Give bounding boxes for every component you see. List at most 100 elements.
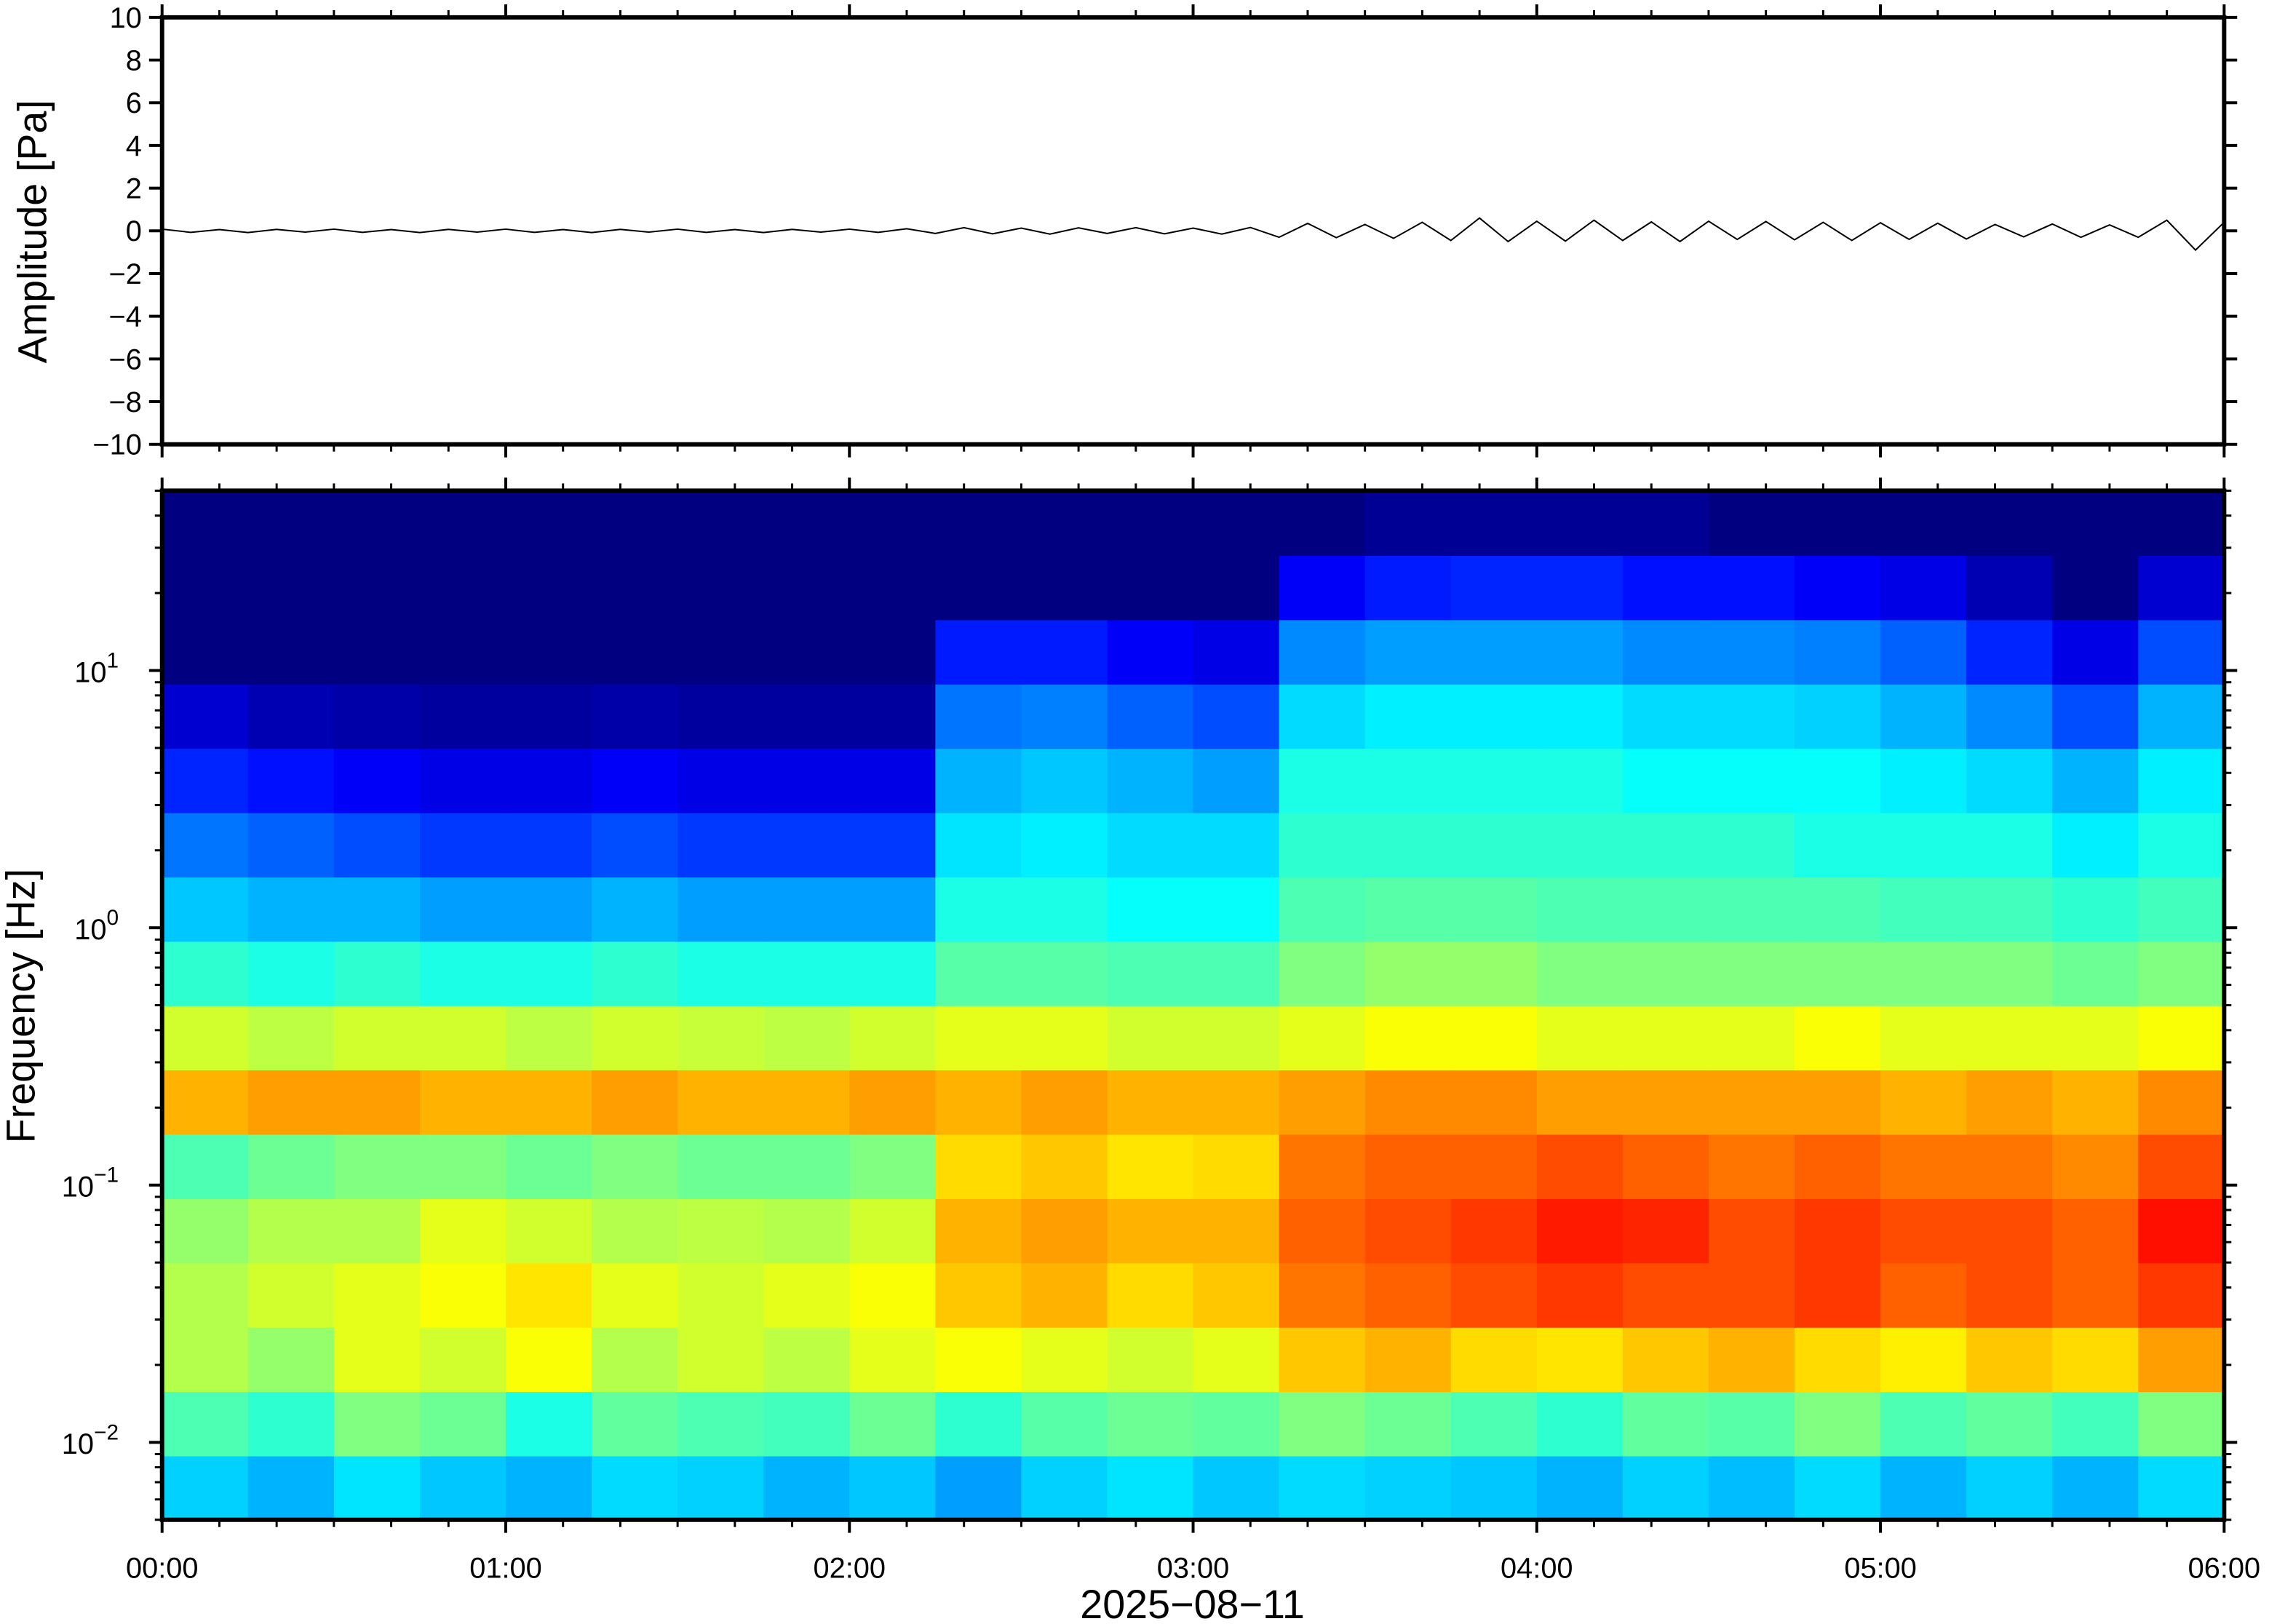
spectrogram-cell bbox=[247, 683, 335, 749]
spectrogram-cell bbox=[1279, 1134, 1366, 1199]
spectrogram-cell bbox=[1622, 941, 1710, 1006]
spectrogram-cell bbox=[419, 1134, 507, 1199]
spectrogram-cell bbox=[849, 1262, 937, 1328]
spectrogram-cell bbox=[333, 1262, 421, 1328]
y-tick-exponent: −2 bbox=[94, 1420, 119, 1444]
spectrogram-cell bbox=[935, 812, 1022, 877]
spectrogram-cell bbox=[1364, 1134, 1452, 1199]
spectrogram-cell bbox=[1107, 941, 1194, 1006]
spectrogram-cell bbox=[419, 490, 507, 556]
spectrogram-cell bbox=[1364, 1198, 1452, 1264]
spectrogram-cell bbox=[1708, 1134, 1796, 1199]
spectrogram-cell bbox=[2052, 876, 2139, 942]
spectrogram-cell bbox=[763, 683, 851, 749]
spectrogram-cell bbox=[2052, 619, 2139, 685]
spectrogram-cell bbox=[419, 619, 507, 685]
spectrogram-cell bbox=[247, 1262, 335, 1328]
spectrogram-cell bbox=[763, 1005, 851, 1071]
spectrogram-cell bbox=[505, 554, 593, 621]
spectrogram-cell bbox=[592, 812, 679, 877]
spectrogram-cell bbox=[849, 1005, 937, 1071]
spectrogram-cell bbox=[1279, 619, 1366, 685]
spectrogram-cell bbox=[935, 490, 1022, 556]
spectrogram-cell bbox=[1966, 1262, 2054, 1328]
spectrogram-cell bbox=[1364, 619, 1452, 685]
spectrogram-cell bbox=[1966, 1455, 2054, 1521]
spectrogram-cell bbox=[162, 1262, 249, 1328]
spectrogram-cell bbox=[419, 1455, 507, 1521]
spectrogram-cell bbox=[935, 747, 1022, 813]
spectrogram-cell bbox=[1021, 812, 1108, 877]
spectrogram-cell bbox=[1795, 619, 1882, 685]
spectrogram-cell bbox=[419, 683, 507, 749]
spectrogram-cell bbox=[592, 1134, 679, 1199]
spectrogram-cell bbox=[1107, 1262, 1194, 1328]
spectrogram-cell bbox=[1450, 1326, 1538, 1393]
spectrogram-cell bbox=[1708, 683, 1796, 749]
spectrogram-cell bbox=[849, 1134, 937, 1199]
spectrogram-cell bbox=[935, 1326, 1022, 1393]
spectrogram-cell bbox=[333, 1134, 421, 1199]
spectrogram-cell bbox=[505, 1005, 593, 1071]
spectrogram-cell bbox=[1021, 941, 1108, 1006]
spectrogram-cell bbox=[333, 1069, 421, 1135]
spectrogram-cell bbox=[162, 1198, 249, 1264]
spectrogram-cell bbox=[849, 1390, 937, 1457]
spectrogram-cell bbox=[1279, 812, 1366, 877]
spectrogram-cell bbox=[1107, 1198, 1194, 1264]
spectrogram-cell bbox=[505, 619, 593, 685]
spectrogram-cell bbox=[247, 1005, 335, 1071]
spectrogram-cell bbox=[247, 1390, 335, 1457]
spectrogram-cell bbox=[1966, 1390, 2054, 1457]
spectrogram-cell bbox=[1450, 1134, 1538, 1199]
spectrogram-cell bbox=[1708, 747, 1796, 813]
spectrogram-cell bbox=[2138, 554, 2225, 621]
spectrogram-cell bbox=[162, 683, 249, 749]
y-tick-label: 4 bbox=[126, 130, 142, 162]
spectrogram-cell bbox=[505, 683, 593, 749]
spectrogram-cell bbox=[505, 812, 593, 877]
spectrogram-cell bbox=[333, 1455, 421, 1521]
spectrogram-cell bbox=[763, 1390, 851, 1457]
spectrogram-cell bbox=[592, 490, 679, 556]
spectrogram-cell bbox=[247, 1198, 335, 1264]
spectrogram-cell bbox=[1107, 683, 1194, 749]
spectrogram-cell bbox=[2138, 812, 2225, 877]
spectrogram-cell bbox=[1107, 1134, 1194, 1199]
spectrogram-cell bbox=[849, 1198, 937, 1264]
y-tick-exponent: −1 bbox=[94, 1163, 119, 1187]
spectrogram-cell bbox=[1622, 1390, 1710, 1457]
y-tick-label: 0 bbox=[126, 215, 142, 247]
spectrogram-cell bbox=[1795, 812, 1882, 877]
spectrogram-cell bbox=[849, 1455, 937, 1521]
spectrogram-cell bbox=[162, 1069, 249, 1135]
spectrogram-cell bbox=[763, 812, 851, 877]
spectrogram-cell bbox=[1966, 554, 2054, 621]
spectrogram-cell bbox=[763, 747, 851, 813]
spectrogram-cell bbox=[2138, 941, 2225, 1006]
spectrogram-cell bbox=[935, 554, 1022, 621]
spectrogram-cell bbox=[2052, 554, 2139, 621]
spectrogram-cell bbox=[1364, 876, 1452, 942]
spectrogram-cell bbox=[1279, 683, 1366, 749]
spectrogram-cell bbox=[1708, 1069, 1796, 1135]
spectrogram-cell bbox=[1795, 941, 1882, 1006]
spectrogram-cell bbox=[1364, 812, 1452, 877]
spectrogram-cell bbox=[1708, 1198, 1796, 1264]
spectrogram-cell bbox=[419, 876, 507, 942]
spectrogram-cell bbox=[763, 1455, 851, 1521]
spectrogram-cell bbox=[1966, 1326, 2054, 1393]
spectrogram-cell bbox=[419, 554, 507, 621]
spectrogram-cell bbox=[677, 1069, 765, 1135]
spectrogram-cell bbox=[1536, 941, 1624, 1006]
spectrogram-cell bbox=[592, 1390, 679, 1457]
spectrogram-cell bbox=[677, 1262, 765, 1328]
spectrogram-cell bbox=[1880, 1198, 1968, 1264]
spectrogram-cell bbox=[592, 876, 679, 942]
spectrogram-cell bbox=[1193, 876, 1280, 942]
spectrogram-cell bbox=[1795, 1455, 1882, 1521]
spectrogram-cell bbox=[2138, 1262, 2225, 1328]
spectrogram-cell bbox=[592, 683, 679, 749]
spectrogram-cell bbox=[1795, 683, 1882, 749]
